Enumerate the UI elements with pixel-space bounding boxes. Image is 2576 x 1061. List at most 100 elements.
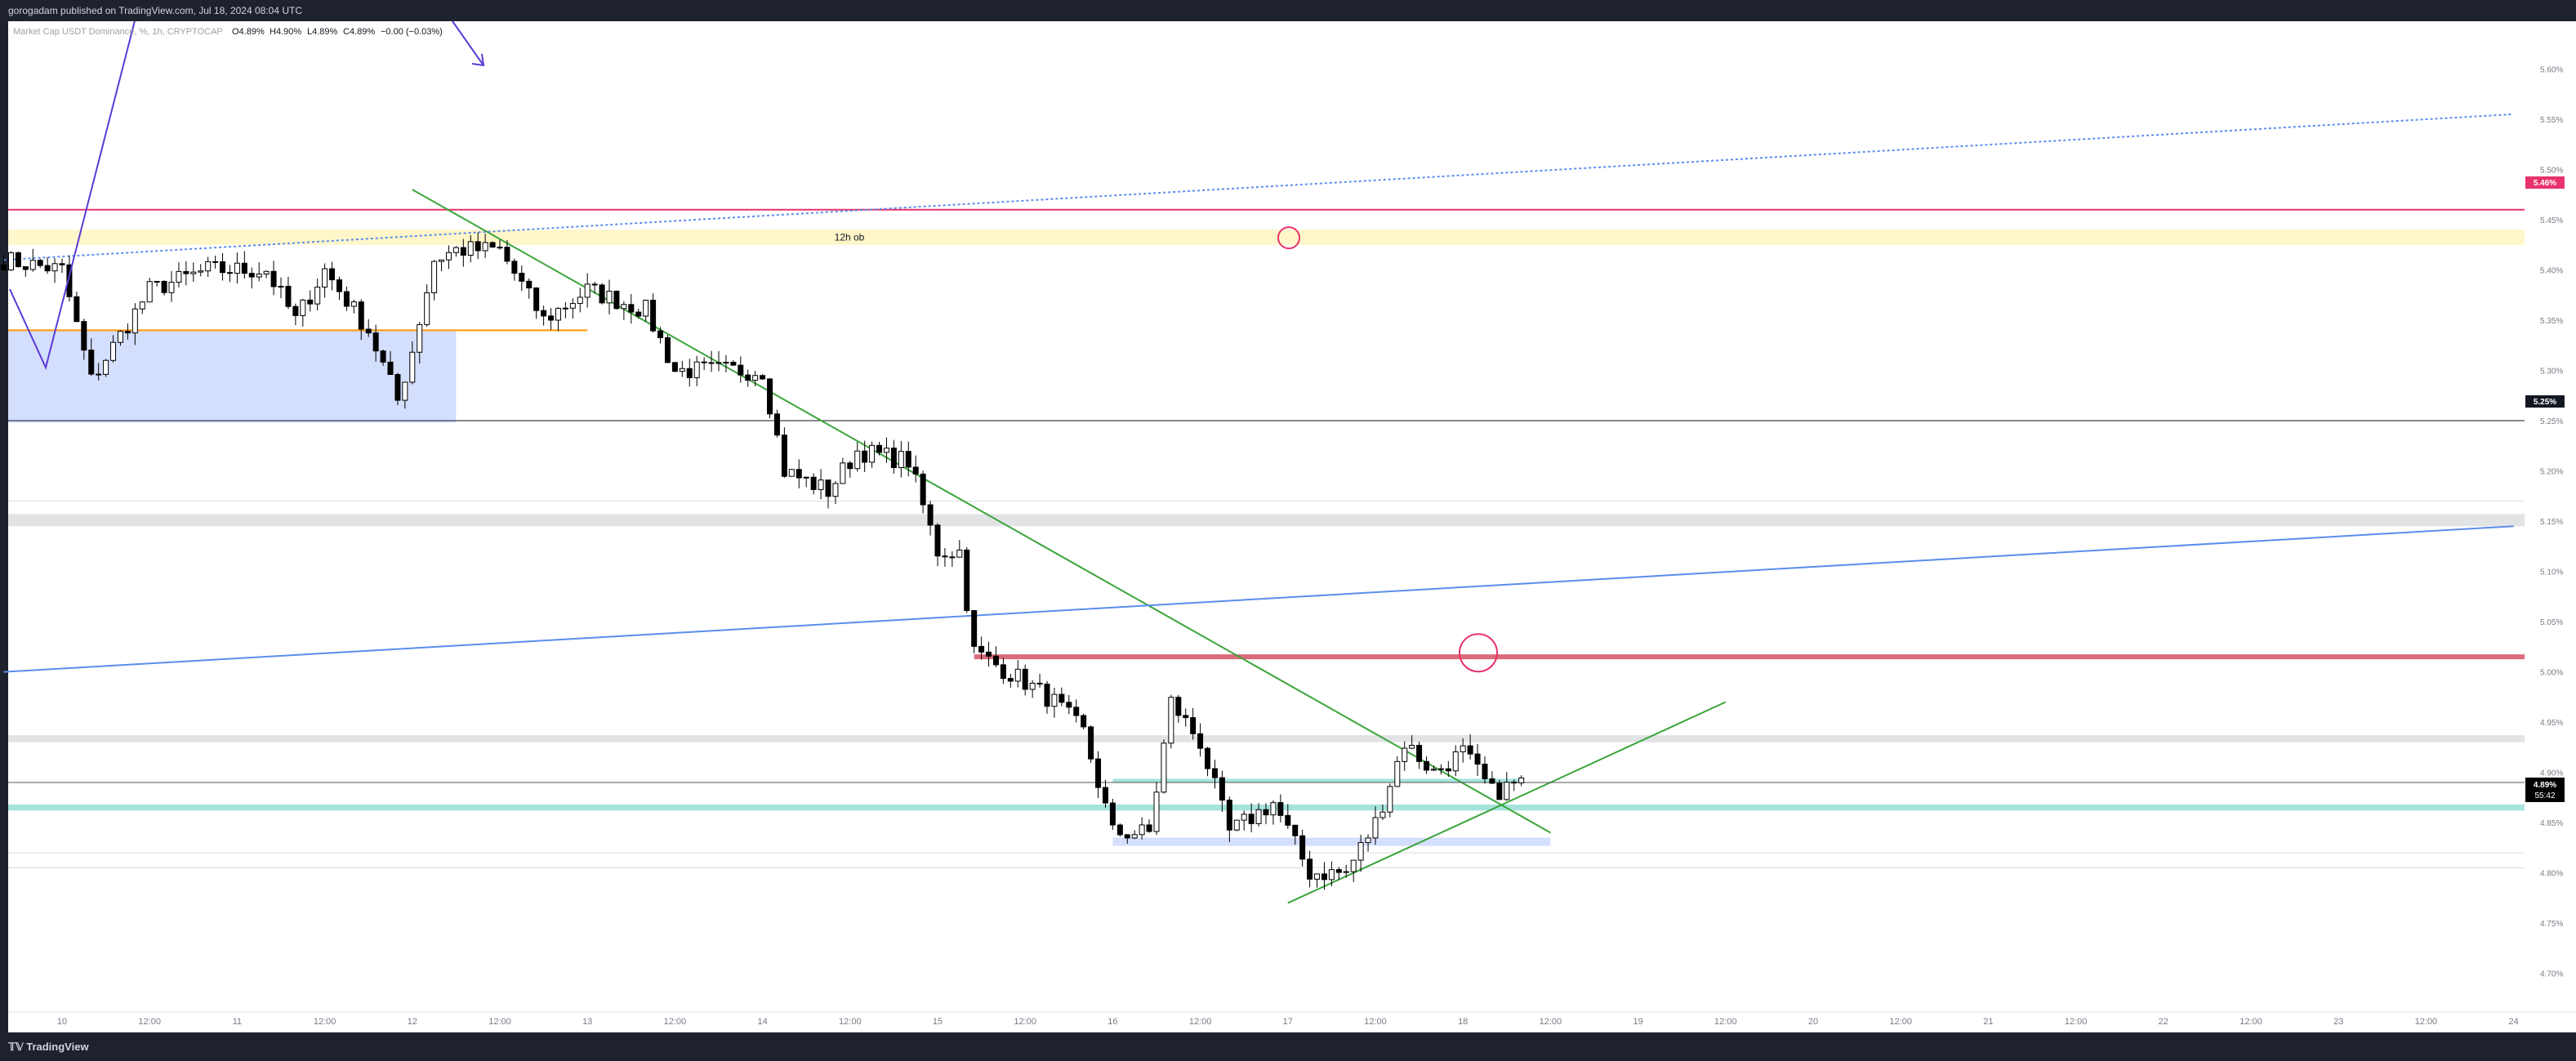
- tradingview-logo[interactable]: 𝕋𝕍 TradingView: [8, 1041, 89, 1054]
- candle-body: [825, 479, 831, 497]
- candle-body: [1452, 751, 1459, 772]
- candle-body: [467, 241, 474, 256]
- candle-body: [439, 259, 445, 262]
- candle-body: [131, 308, 138, 334]
- x-tick-label: 12:00: [314, 1017, 336, 1027]
- legend-change: −0.00 (−0.03%): [381, 27, 443, 37]
- x-tick-label: 17: [1283, 1017, 1293, 1027]
- candle-body: [1518, 777, 1525, 784]
- candle-body: [22, 265, 29, 270]
- candle-body: [1175, 697, 1182, 716]
- price-label-current-text: 4.89%: [2534, 781, 2556, 790]
- candle-body: [300, 299, 306, 316]
- candle-body: [1270, 802, 1277, 816]
- candle-body: [701, 361, 707, 363]
- candle-body: [1292, 824, 1299, 836]
- candle-body: [752, 375, 759, 381]
- y-tick-label: 4.90%: [2540, 769, 2563, 778]
- candle-body: [956, 549, 963, 558]
- candle-body: [96, 373, 102, 376]
- candle-body: [234, 262, 240, 274]
- price-label-545-box: [2525, 176, 2565, 189]
- candle-body: [1379, 811, 1386, 818]
- candle-body: [220, 261, 226, 274]
- y-tick-label: 4.95%: [2540, 719, 2563, 728]
- candle-body: [927, 504, 934, 526]
- candle-body: [760, 375, 766, 380]
- order-block-label: 12h ob: [835, 232, 865, 243]
- candle-body: [504, 247, 510, 262]
- arrow-path: [9, 21, 136, 370]
- candle-body: [263, 270, 270, 274]
- candle-body: [1409, 744, 1415, 749]
- x-tick-label: 12:00: [2240, 1017, 2262, 1027]
- overlay-layer: 12h ob: [9, 21, 1498, 673]
- candle-body: [205, 261, 212, 272]
- time-axis[interactable]: 10 12:00 11 12:00 12 12:00 13 12:00 14 12:00 15 12:…: [57, 1017, 2519, 1027]
- candle-body: [431, 261, 438, 293]
- candle-body: [584, 283, 591, 298]
- x-tick-label: 23: [2333, 1017, 2343, 1027]
- price-label-545: 5.46%: [2525, 176, 2565, 189]
- candle-body: [1248, 814, 1255, 824]
- y-tick-label: 5.60%: [2540, 65, 2563, 74]
- x-tick-label: 12:00: [1189, 1017, 1212, 1027]
- candle-body: [1474, 753, 1481, 765]
- candle-body: [1255, 809, 1262, 824]
- candle-body: [1190, 717, 1197, 734]
- candle-body: [511, 261, 518, 274]
- candle-body: [1168, 697, 1174, 744]
- candle-body: [1504, 782, 1510, 800]
- y-tick-label: 4.75%: [2540, 920, 2563, 929]
- candle-body: [1022, 668, 1028, 690]
- marker-circle-icon: [1459, 633, 1498, 673]
- candle-body: [840, 462, 846, 484]
- publish-bar: gorogadam published on TradingView.com, …: [0, 0, 2576, 21]
- candle-body: [890, 448, 897, 469]
- candle-body: [548, 315, 555, 321]
- x-tick-label: 20: [1808, 1017, 1818, 1027]
- candle-body: [343, 291, 350, 307]
- y-tick-label: 5.00%: [2540, 669, 2563, 678]
- candle-body: [1416, 744, 1423, 762]
- x-tick-label: 12:00: [138, 1017, 161, 1027]
- candle-body: [372, 332, 379, 352]
- x-tick-label: 15: [933, 1017, 943, 1027]
- price-label-current-box: [2525, 778, 2565, 802]
- price-axis[interactable]: 5.60% 5.55% 5.50% 5.45% 5.40% 5.35% 5.30% 5.25%…: [2540, 65, 2563, 979]
- arrow-path: [451, 21, 484, 66]
- candle-body: [154, 280, 160, 283]
- price-axis-background: [2525, 21, 2576, 1032]
- candle-body: [285, 286, 292, 307]
- candle-body: [183, 270, 189, 274]
- candle-body: [854, 450, 861, 470]
- candle-body: [664, 337, 671, 363]
- candle-body: [781, 435, 787, 477]
- candle-body: [1219, 777, 1225, 801]
- plot-background: [8, 21, 2525, 1032]
- candle-body: [832, 483, 839, 497]
- candle-body: [810, 476, 817, 490]
- candle-body: [738, 364, 744, 376]
- candle-body: [555, 308, 561, 321]
- candle-body: [1328, 869, 1335, 880]
- x-tick-label: 22: [2159, 1017, 2168, 1027]
- x-tick-label: 18: [1458, 1017, 1468, 1027]
- candle-body: [59, 263, 65, 265]
- candle-body: [788, 469, 795, 477]
- candle-body: [1081, 715, 1087, 728]
- candle-body: [292, 305, 299, 316]
- candles-layer: [1, 232, 1525, 890]
- candle-body: [519, 272, 525, 282]
- candle-body: [1044, 684, 1050, 707]
- candle-body: [920, 473, 926, 506]
- candle-body: [1233, 819, 1240, 831]
- candle-body: [613, 290, 620, 310]
- candle-body: [693, 361, 700, 378]
- price-chart[interactable]: 12h ob 10 12:00 11 12:00 12 12:00 13 12:00 14 12:…: [0, 21, 2576, 1032]
- trendline: [3, 525, 2514, 673]
- candle-body: [949, 556, 956, 559]
- candle-body: [44, 265, 51, 272]
- candle-body: [1161, 742, 1167, 793]
- candle-body: [1153, 791, 1160, 832]
